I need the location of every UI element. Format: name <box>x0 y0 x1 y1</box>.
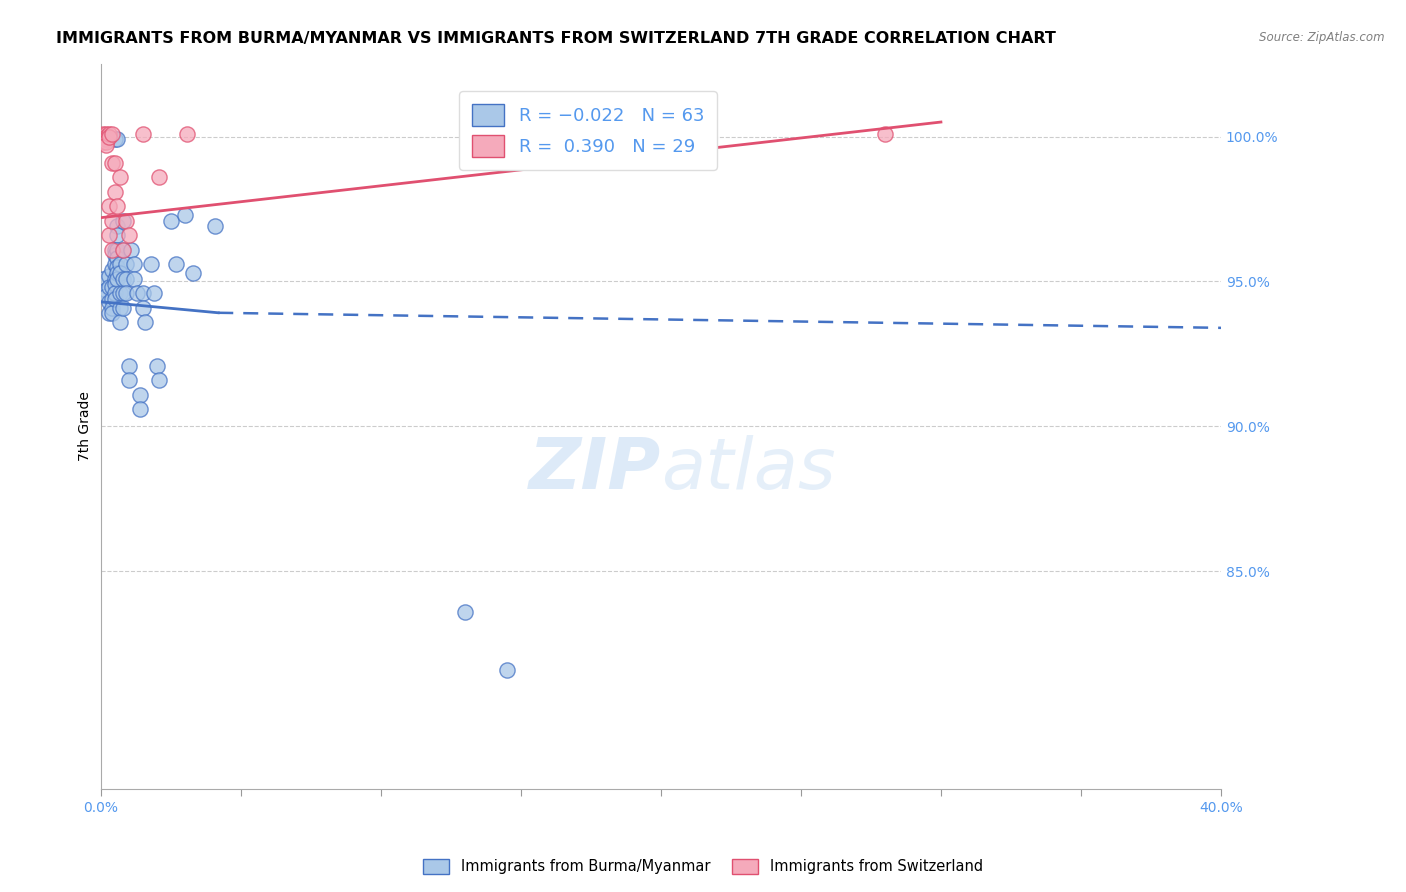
Point <box>96 127 118 141</box>
Point <box>98 306 121 320</box>
Text: IMMIGRANTS FROM BURMA/MYANMAR VS IMMIGRANTS FROM SWITZERLAND 7TH GRADE CORRELATI: IMMIGRANTS FROM BURMA/MYANMAR VS IMMIGRA… <box>56 31 1056 46</box>
Point <box>120 243 142 257</box>
Point <box>107 260 129 274</box>
Point <box>96 283 118 297</box>
Point <box>131 301 153 315</box>
Point <box>104 155 127 169</box>
Point <box>117 359 139 373</box>
Point <box>117 228 139 243</box>
Point <box>98 199 121 213</box>
Text: Source: ZipAtlas.com: Source: ZipAtlas.com <box>1260 31 1385 45</box>
Text: atlas: atlas <box>661 435 835 504</box>
Point <box>128 387 150 401</box>
Point <box>148 170 170 185</box>
Point <box>204 219 226 234</box>
Point <box>96 289 118 303</box>
Point <box>108 266 131 280</box>
Point <box>107 266 129 280</box>
Point <box>165 257 187 271</box>
Point <box>128 402 150 417</box>
Point <box>131 286 153 301</box>
Point <box>93 129 115 144</box>
Point <box>104 271 127 285</box>
Point <box>108 257 131 271</box>
Point <box>117 373 139 387</box>
Point <box>98 280 121 294</box>
Point <box>108 286 131 301</box>
Point <box>104 132 127 146</box>
Point <box>104 286 127 301</box>
Legend: Immigrants from Burma/Myanmar, Immigrants from Switzerland: Immigrants from Burma/Myanmar, Immigrant… <box>418 853 988 880</box>
Point <box>111 301 134 315</box>
Point <box>96 138 118 153</box>
Point <box>114 286 136 301</box>
Point <box>145 359 167 373</box>
Point <box>107 252 129 266</box>
Point <box>454 605 477 619</box>
Legend: R = −0.022   N = 63, R =  0.390   N = 29: R = −0.022 N = 63, R = 0.390 N = 29 <box>460 91 717 169</box>
Point <box>93 271 115 285</box>
Point <box>101 292 124 306</box>
Point <box>107 271 129 285</box>
Point <box>159 213 181 227</box>
Point <box>678 127 700 141</box>
Point <box>101 306 124 320</box>
Point <box>107 199 129 213</box>
Point <box>131 127 153 141</box>
Point <box>114 257 136 271</box>
Point <box>101 301 124 315</box>
Point <box>93 127 115 141</box>
Text: ZIP: ZIP <box>529 435 661 504</box>
Point <box>101 263 124 277</box>
Point <box>101 127 124 141</box>
Point <box>122 271 145 285</box>
Point <box>101 280 124 294</box>
Point <box>107 132 129 146</box>
Point <box>107 219 129 234</box>
Point <box>125 286 148 301</box>
Point <box>148 373 170 387</box>
Point <box>98 294 121 309</box>
Point <box>101 155 124 169</box>
Point <box>107 243 129 257</box>
Point <box>104 257 127 271</box>
Point <box>101 243 124 257</box>
Point <box>93 132 115 146</box>
Point <box>96 136 118 150</box>
Point <box>98 228 121 243</box>
Point <box>104 248 127 262</box>
Point <box>101 213 124 227</box>
Point <box>108 170 131 185</box>
Point <box>111 213 134 227</box>
Y-axis label: 7th Grade: 7th Grade <box>79 392 93 461</box>
Point <box>96 129 118 144</box>
Point <box>104 277 127 292</box>
Point <box>495 663 517 677</box>
Point <box>122 257 145 271</box>
Point <box>98 129 121 144</box>
Point <box>173 208 195 222</box>
Point <box>107 228 129 243</box>
Point <box>98 127 121 141</box>
Point <box>108 301 131 315</box>
Point <box>104 292 127 306</box>
Point <box>104 243 127 257</box>
Point <box>104 185 127 199</box>
Point <box>181 266 204 280</box>
Point <box>176 127 198 141</box>
Point <box>114 213 136 227</box>
Point <box>108 315 131 329</box>
Point <box>93 136 115 150</box>
Point <box>134 315 156 329</box>
Point <box>114 271 136 285</box>
Point <box>111 286 134 301</box>
Point <box>111 243 134 257</box>
Point <box>111 271 134 285</box>
Point <box>98 268 121 283</box>
Point <box>142 286 165 301</box>
Point <box>111 243 134 257</box>
Point <box>96 132 118 146</box>
Point <box>139 257 162 271</box>
Point <box>873 127 896 141</box>
